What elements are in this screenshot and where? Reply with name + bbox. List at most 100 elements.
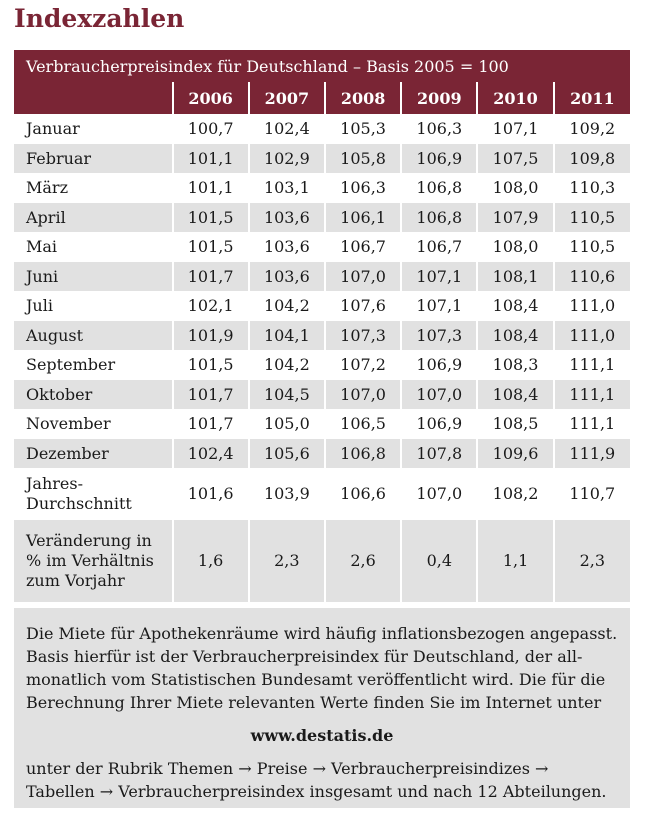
cell-value: 106,8 — [400, 173, 478, 203]
cell-value: 110,7 — [552, 468, 630, 520]
cell-value: 103,6 — [247, 261, 325, 291]
cell-value: 101,5 — [171, 350, 249, 380]
table-row: März 101,1 103,1 106,3 106,8 108,0 110,3 — [14, 173, 630, 203]
cell-value: 110,3 — [552, 173, 630, 203]
cell-value: 105,6 — [247, 438, 325, 468]
cell-value: 102,1 — [171, 291, 249, 321]
cell-value: 111,1 — [552, 379, 630, 409]
cell-value: 111,0 — [552, 320, 630, 350]
cell-value: 107,1 — [400, 261, 478, 291]
cell-value: 106,6 — [323, 468, 402, 520]
cell-value: 109,8 — [552, 143, 630, 173]
cell-value: 104,5 — [247, 379, 325, 409]
cell-value: 1,6 — [171, 520, 249, 602]
table-row: Dezember 102,4 105,6 106,8 107,8 109,6 111,9 — [14, 438, 630, 468]
cell-value: 104,1 — [247, 320, 325, 350]
month-label: Oktober — [14, 379, 173, 409]
cell-value: 1,1 — [476, 520, 554, 602]
change-row: Veränderung in % im Verhältnis zum Vorja… — [14, 520, 630, 602]
note-line: Berechnung Ihrer Miete relevanten Werte … — [26, 693, 602, 712]
cell-value: 106,7 — [400, 232, 478, 262]
cell-value: 102,9 — [247, 143, 325, 173]
month-label: Juli — [14, 291, 173, 321]
cell-value: 102,4 — [247, 114, 325, 144]
cell-value: 106,3 — [323, 173, 402, 203]
cell-value: 106,9 — [400, 409, 478, 439]
month-label: April — [14, 202, 173, 232]
table-row: Oktober 101,7 104,5 107,0 107,0 108,4 111,1 — [14, 379, 630, 409]
average-row: Jahres- Durchschnitt 101,6 103,9 106,6 1… — [14, 468, 630, 520]
cell-value: 104,2 — [247, 291, 325, 321]
cell-value: 106,1 — [323, 202, 402, 232]
cell-value: 105,8 — [323, 143, 402, 173]
year-header: 2011 — [552, 82, 630, 114]
cell-value: 108,1 — [476, 261, 554, 291]
cell-value: 106,9 — [400, 143, 478, 173]
table-row: April 101,5 103,6 106,1 106,8 107,9 110,5 — [14, 202, 630, 232]
cell-value: 101,1 — [171, 173, 249, 203]
cell-value: 111,9 — [552, 438, 630, 468]
cpi-table: Verbraucherpreisindex für Deutschland – … — [14, 50, 630, 602]
month-label: Januar — [14, 114, 173, 144]
cell-value: 109,6 — [476, 438, 554, 468]
cell-value: 108,0 — [476, 173, 554, 203]
destatis-link[interactable]: www.destatis.de — [250, 726, 394, 745]
cell-value: 108,4 — [476, 320, 554, 350]
cell-value: 107,6 — [323, 291, 402, 321]
year-header-row: 2006 2007 2008 2009 2010 2011 — [14, 82, 630, 114]
cell-value: 106,8 — [400, 202, 478, 232]
note-line: Tabellen → Verbraucherpreisindex insgesa… — [26, 782, 607, 801]
month-label: Juni — [14, 261, 173, 291]
year-header: 2009 — [400, 82, 478, 114]
table-row: Mai 101,5 103,6 106,7 106,7 108,0 110,5 — [14, 232, 630, 262]
cell-value: 107,0 — [400, 468, 478, 520]
average-label-line: Jahres- — [26, 474, 83, 493]
cell-value: 107,3 — [323, 320, 402, 350]
month-label: Dezember — [14, 438, 173, 468]
table-caption: Verbraucherpreisindex für Deutschland – … — [14, 50, 630, 82]
cell-value: 108,2 — [476, 468, 554, 520]
cell-value: 106,7 — [323, 232, 402, 262]
cell-value: 101,9 — [171, 320, 249, 350]
average-label-line: Durchschnitt — [26, 494, 132, 513]
cell-value: 103,6 — [247, 232, 325, 262]
year-header: 2006 — [171, 82, 249, 114]
row-label: Jahres- Durchschnitt — [14, 468, 173, 520]
cell-value: 107,9 — [476, 202, 554, 232]
cell-value: 109,2 — [552, 114, 630, 144]
header-empty-cell — [14, 82, 173, 114]
cell-value: 105,0 — [247, 409, 325, 439]
change-label-line: Veränderung in — [26, 531, 152, 550]
cell-value: 106,5 — [323, 409, 402, 439]
cell-value: 101,7 — [171, 379, 249, 409]
cell-value: 106,3 — [400, 114, 478, 144]
table-row: Februar 101,1 102,9 105,8 106,9 107,5 109,8 — [14, 143, 630, 173]
cell-value: 108,0 — [476, 232, 554, 262]
table-row: Juli 102,1 104,2 107,6 107,1 108,4 111,0 — [14, 291, 630, 321]
cell-value: 105,3 — [323, 114, 402, 144]
cell-value: 110,6 — [552, 261, 630, 291]
note-line: Die Miete für Apothekenräume wird häufig… — [26, 624, 618, 643]
cell-value: 2,3 — [552, 520, 630, 602]
row-label: Veränderung in % im Verhältnis zum Vorja… — [14, 520, 173, 602]
note-line: monatlich vom Statistischen Bundesamt ve… — [26, 670, 606, 689]
cell-value: 107,0 — [323, 379, 402, 409]
year-header: 2007 — [247, 82, 325, 114]
month-label: Mai — [14, 232, 173, 262]
month-label: Februar — [14, 143, 173, 173]
cell-value: 101,1 — [171, 143, 249, 173]
info-note: Die Miete für Apothekenräume wird häufig… — [14, 608, 630, 808]
cell-value: 111,1 — [552, 409, 630, 439]
cell-value: 108,3 — [476, 350, 554, 380]
cell-value: 104,2 — [247, 350, 325, 380]
cell-value: 106,8 — [323, 438, 402, 468]
table-row: August 101,9 104,1 107,3 107,3 108,4 111,0 — [14, 320, 630, 350]
change-label-line: % im Verhältnis — [26, 551, 154, 570]
cell-value: 107,2 — [323, 350, 402, 380]
cell-value: 101,5 — [171, 232, 249, 262]
cell-value: 110,5 — [552, 202, 630, 232]
cell-value: 108,4 — [476, 379, 554, 409]
year-header: 2008 — [323, 82, 402, 114]
cell-value: 108,4 — [476, 291, 554, 321]
